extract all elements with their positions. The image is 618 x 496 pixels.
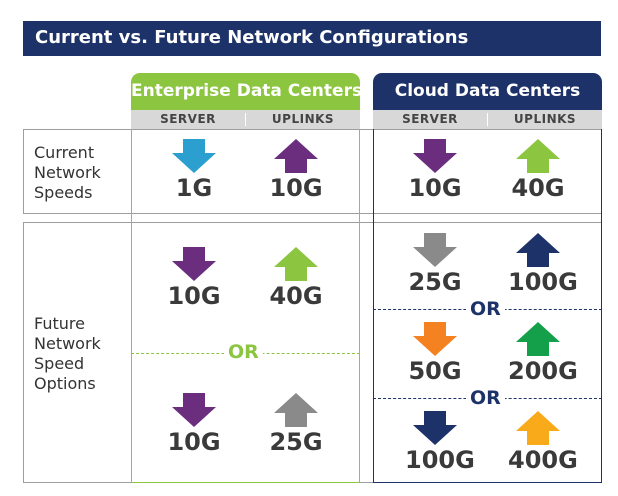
cloud-or-label-2: OR (466, 387, 505, 409)
speed-value: 100G (508, 268, 578, 296)
cloud-current-uplink-speed: 40G (508, 139, 568, 201)
cloud-server-label: SERVER (402, 112, 458, 126)
arrow-down-icon (172, 247, 216, 281)
cloud-column-frame (373, 110, 602, 483)
arrow-up-icon (516, 322, 560, 356)
enterprise-or-label: OR (224, 341, 263, 363)
page-title: Current vs. Future Network Configuration… (35, 27, 469, 48)
cloud-subheader: SERVER UPLINKS (373, 110, 602, 129)
speed-value: 25G (269, 428, 323, 456)
cloud-future-2-server-speed: 50G (405, 322, 465, 384)
enterprise-uplinks-label: UPLINKS (271, 112, 335, 126)
arrow-up-icon (516, 411, 560, 445)
speed-value: 10G (167, 428, 221, 456)
enterprise-column-frame (131, 110, 360, 483)
cloud-or-label-1: OR (466, 298, 505, 320)
speed-value: 50G (408, 357, 462, 385)
row-label-line: Network (34, 163, 101, 182)
ent-current-uplink-speed: 10G (266, 139, 326, 201)
speed-value: 10G (167, 282, 221, 310)
cloud-future-1-uplink-speed: 100G (508, 233, 578, 296)
cloud-future-3-server-speed: 100G (405, 411, 475, 474)
arrow-down-icon (413, 139, 457, 173)
arrow-up-icon (274, 393, 318, 427)
ent-future-2-server-speed: 10G (164, 393, 224, 455)
arrow-up-icon (516, 139, 560, 173)
speed-value: 200G (508, 357, 578, 385)
arrow-up-icon (516, 233, 560, 267)
enterprise-subheader: SERVER UPLINKS (131, 110, 360, 129)
subheader-divider (487, 113, 488, 126)
row-label-line: Speeds (34, 183, 93, 202)
row-label-line: Options (34, 374, 96, 393)
arrow-up-icon (274, 247, 318, 281)
title-bar: Current vs. Future Network Configuration… (23, 21, 601, 56)
ent-future-1-server-speed: 10G (164, 247, 224, 309)
arrow-up-icon (274, 139, 318, 173)
speed-value: 40G (511, 174, 565, 202)
speed-value: 100G (405, 446, 475, 474)
cloud-current-server-speed: 10G (405, 139, 465, 201)
cloud-future-1-server-speed: 25G (405, 233, 465, 295)
arrow-down-icon (413, 233, 457, 267)
ent-future-1-uplink-speed: 40G (266, 247, 326, 309)
enterprise-header: Enterprise Data Centers (131, 73, 362, 110)
cloud-future-2-uplink-speed: 200G (508, 322, 578, 385)
cloud-future-3-uplink-speed: 400G (508, 411, 578, 474)
speed-value: 400G (508, 446, 578, 474)
cloud-uplinks-label: UPLINKS (513, 112, 577, 126)
row-label-line: Current (34, 143, 95, 162)
arrow-down-icon (172, 139, 216, 173)
speed-value: 1G (175, 174, 213, 202)
ent-future-2-uplink-speed: 25G (266, 393, 326, 455)
arrow-down-icon (172, 393, 216, 427)
subheader-divider (245, 113, 246, 126)
enterprise-server-label: SERVER (160, 112, 216, 126)
row-label-line: Future (34, 314, 85, 333)
row-label-line: Network (34, 334, 101, 353)
arrow-down-icon (413, 322, 457, 356)
speed-value: 10G (408, 174, 462, 202)
current-row-label: Current Network Speeds (34, 143, 101, 203)
row-label-line: Speed (34, 354, 85, 373)
ent-current-server-speed: 1G (164, 139, 224, 201)
arrow-down-icon (413, 411, 457, 445)
cloud-header: Cloud Data Centers (373, 73, 602, 110)
speed-value: 40G (269, 282, 323, 310)
future-row-label: Future Network Speed Options (34, 314, 101, 394)
speed-value: 25G (408, 268, 462, 296)
speed-value: 10G (269, 174, 323, 202)
